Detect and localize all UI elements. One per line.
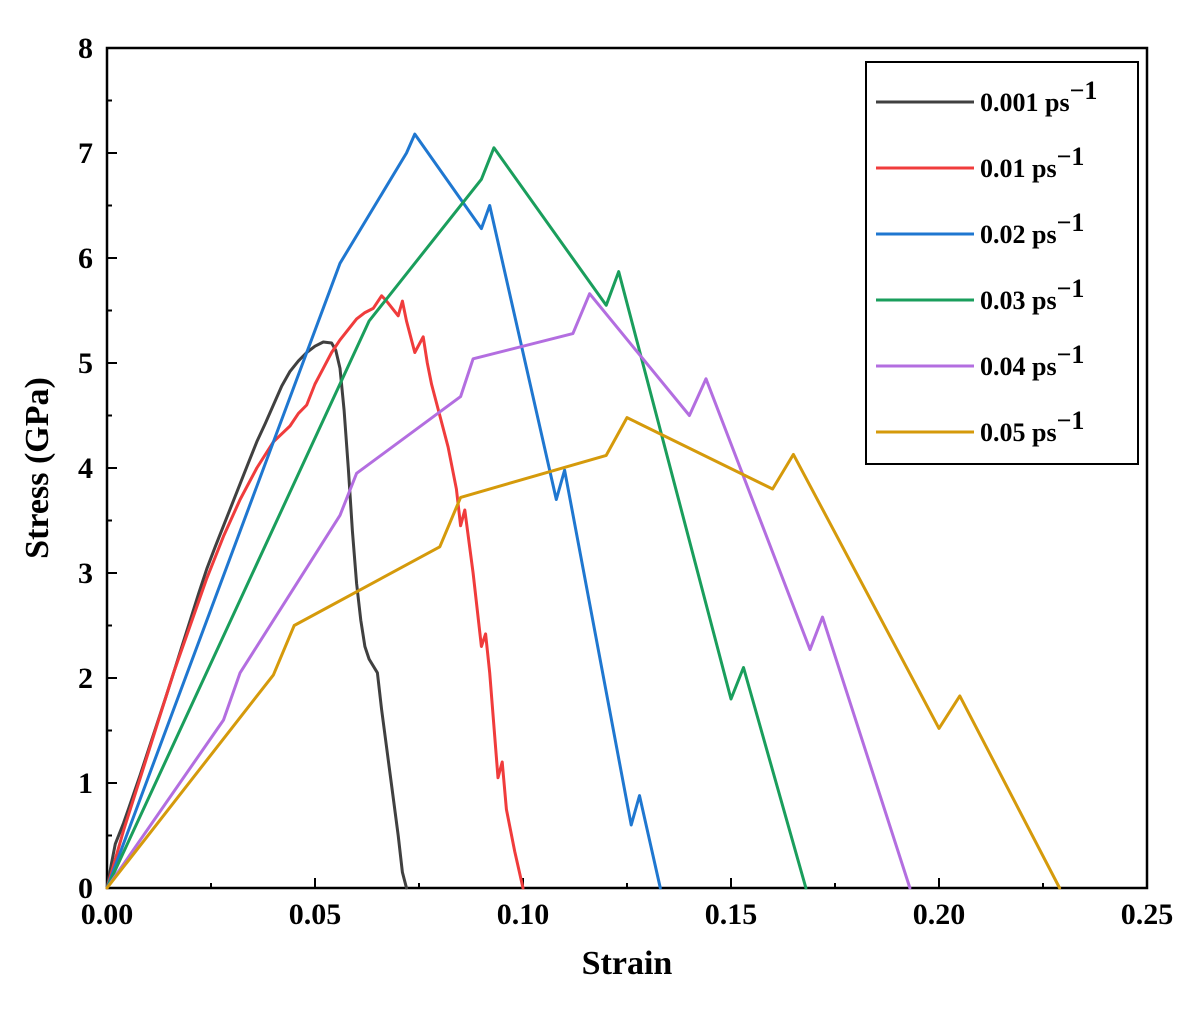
series-line-0-05 xyxy=(105,416,1062,890)
legend-label: 0.02 ps−1 xyxy=(980,208,1084,249)
series-line-0-04 xyxy=(105,292,912,890)
y-axis: 0 1 2 3 4 5 6 7 8 xyxy=(78,32,117,905)
legend-box xyxy=(865,61,1139,465)
series-line-0-01 xyxy=(105,294,525,890)
x-tick-label: 0.05 xyxy=(289,898,342,931)
y-tick-label: 1 xyxy=(78,767,93,800)
y-tick-label: 0 xyxy=(78,872,93,905)
x-tick-label: 0.10 xyxy=(497,898,550,931)
x-tick-label: 0.00 xyxy=(81,898,134,931)
x-axis-title: Strain xyxy=(582,945,673,982)
series-line-0-001 xyxy=(105,340,408,890)
y-tick-label: 3 xyxy=(78,557,93,590)
series-line-0-03 xyxy=(105,146,808,890)
legend-label: 0.03 ps−1 xyxy=(980,274,1084,315)
y-tick-label: 5 xyxy=(78,347,93,380)
legend-label: 0.04 ps−1 xyxy=(980,340,1084,381)
legend-label: 0.01 ps−1 xyxy=(980,142,1084,183)
y-tick-label: 7 xyxy=(78,137,93,170)
x-tick-label: 0.25 xyxy=(1121,898,1174,931)
y-axis-title: Stress (GPa) xyxy=(19,377,56,559)
series-layer xyxy=(105,132,1062,890)
legend-label: 0.001 ps−1 xyxy=(980,76,1097,117)
x-tick-label: 0.15 xyxy=(705,898,758,931)
y-tick-label: 8 xyxy=(78,32,93,65)
y-tick-label: 2 xyxy=(78,662,93,695)
series-line-0-02 xyxy=(105,132,662,890)
y-tick-label: 4 xyxy=(78,452,93,485)
legend-label: 0.05 ps−1 xyxy=(980,406,1084,447)
legend: 0.001 ps−1 0.01 ps−1 0.02 ps−1 0.03 ps−1 0.0… xyxy=(865,61,1139,465)
x-axis: 0.00 0.05 0.10 0.15 0.20 0.25 xyxy=(81,878,1174,931)
x-tick-label: 0.20 xyxy=(913,898,966,931)
y-tick-label: 6 xyxy=(78,242,93,275)
